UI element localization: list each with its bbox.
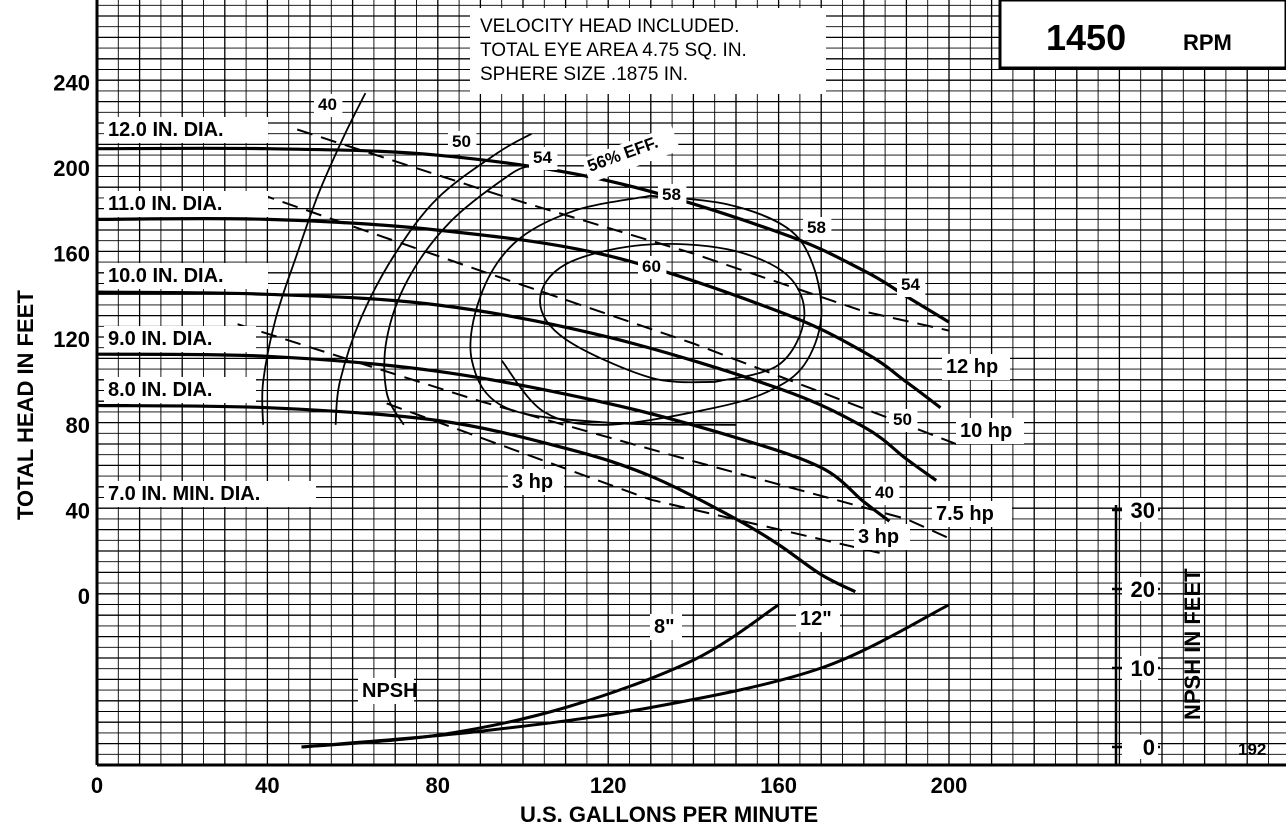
impeller-label: 12.0 IN. DIA. [108,119,224,141]
y-tick-label: 240 [53,70,90,95]
hp-line [386,402,882,555]
efficiency-label-bg [889,409,918,432]
hp-label-bg [854,524,910,550]
impeller-curve [96,403,857,594]
npsh-tick-bg [1122,498,1158,522]
efficiency-contour [334,133,532,425]
impeller-label: 9.0 IN. DIA. [108,328,212,350]
impeller-curve [96,146,950,324]
efficiency-label-bg [803,217,832,240]
npsh-axis-title: NPSH IN FEET [1180,568,1205,720]
x-tick-label: 160 [760,773,797,798]
efficiency-contour [261,92,367,425]
impeller-curve [96,290,938,482]
impeller-label-bg [104,377,256,403]
y-tick-label: 40 [66,498,90,523]
npsh-tick-label: 10 [1131,656,1155,681]
efficiency-label-bg [448,131,477,154]
hp-line [258,192,963,448]
impeller-label-bg [104,326,256,352]
npsh-label: 12" [800,608,832,630]
efficiency-label: 54 [901,275,920,294]
y-tick-label: 0 [78,584,90,609]
efficiency-label-bg [638,256,667,279]
npsh-tick-label: 30 [1131,498,1155,523]
efficiency-label: 50 [452,132,471,151]
efficiency-label-bg [897,274,926,297]
hp-label-bg [508,469,564,495]
note-velocity-head: VELOCITY HEAD INCLUDED. [480,16,739,37]
efficiency-label: 40 [318,95,337,114]
efficiency-contour [501,194,823,426]
hp-label: 3 hp [858,526,899,548]
x-tick-label: 0 [91,773,103,798]
impeller-label: 10.0 IN. DIA. [108,265,224,287]
impeller-curve [96,217,942,409]
hp-label: 12 hp [946,356,998,378]
hp-label-bg [956,418,1024,444]
npsh-tick-bg [1122,577,1158,601]
x-axis-title: U.S. GALLONS PER MINUTE [520,802,818,827]
hp-line [237,323,950,540]
rpm-box [998,0,1286,70]
npsh-label-bg [358,678,414,704]
hp-line [296,128,950,332]
efficiency-label-bg [529,147,558,170]
impeller-label-bg [104,481,316,507]
efficiency-label-bg [871,482,900,505]
y-tick-label: 80 [66,413,90,438]
hp-label: 7.5 hp [936,503,994,525]
note-eye-area: TOTAL EYE AREA 4.75 SQ. IN. [480,40,747,61]
x-tick-label: 40 [255,773,279,798]
y-tick-label: 200 [53,156,90,181]
rpm-value: 1450 [1046,17,1126,58]
efficiency-label: 58 [662,185,681,204]
hp-label-bg [942,354,1010,380]
efficiency-label: 60 [642,257,661,276]
impeller-label-bg [104,117,268,143]
y-tick-label: 160 [53,242,90,267]
npsh-label: NPSH [362,680,418,702]
efficiency-label: 54 [533,148,552,167]
note-sphere-size: SPHERE SIZE .1875 IN. [480,64,688,85]
impeller-label-bg [104,263,268,289]
efficiency-contour [383,165,532,426]
impeller-label-bg [104,191,268,217]
x-tick-label: 200 [931,773,968,798]
y-axis-title: TOTAL HEAD IN FEET [13,290,38,520]
impeller-label: 8.0 IN. DIA. [108,379,212,401]
impeller-label: 7.0 IN. MIN. DIA. [108,483,260,505]
efficiency-label: 58 [807,218,826,237]
npsh-curve [301,603,950,749]
efficiency-label-bg [314,94,343,117]
notes-box [470,8,826,94]
efficiency-label-bg [658,184,687,207]
efficiency-label: 40 [875,483,894,502]
npsh-label-bg [650,614,682,640]
labels: 12.0 IN. DIA. 11.0 IN. DIA. 10.0 IN. DIA. 9… [104,94,1024,704]
npsh-tick-bg [1122,656,1158,680]
efficiency-label-bg [581,125,681,184]
hp-label: 3 hp [512,471,553,493]
npsh-label: 8" [654,616,675,638]
impeller-label: 11.0 IN. DIA. [108,193,223,215]
npsh-label-bg [796,606,840,632]
axes: 0 40 80 120 160 200 0 40 80 120 160 200 240 0 10 20 30 [53,0,1286,798]
hp-label: 10 hp [960,420,1012,442]
hp-label-bg [932,501,1012,527]
efficiency-contour [539,242,806,384]
x-tick-label: 120 [590,773,627,798]
efficiency-label: 50 [893,410,912,429]
npsh-tick-label: 20 [1131,577,1155,602]
rpm-unit: RPM [1183,30,1232,55]
npsh-tick-label: 0 [1143,735,1155,760]
curve-id: 192 [1238,740,1266,759]
y-tick-label: 120 [53,327,90,352]
x-tick-label: 80 [426,773,450,798]
npsh-tick-bg [1122,735,1158,759]
curves [96,92,963,749]
